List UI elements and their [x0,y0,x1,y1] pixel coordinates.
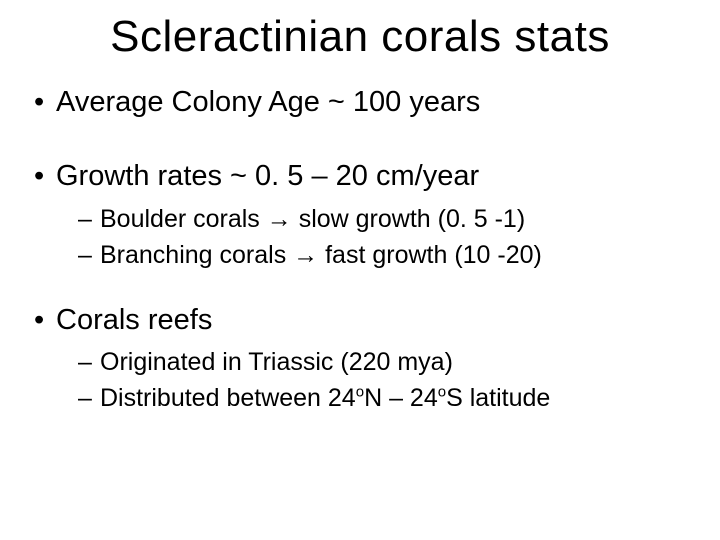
text-post: S latitude [446,384,550,412]
text-pre: Boulder corals [100,205,267,233]
subbullet-triassic: Originated in Triassic (220 mya) [34,346,686,379]
text-pre: Distributed between 24 [100,384,356,412]
arrow-icon: → [267,205,292,233]
bullet-colony-age: Average Colony Age ~ 100 years [34,84,686,120]
subbullet-boulder-corals: Boulder corals → slow growth (0. 5 -1) [34,203,686,236]
subbullet-distribution: Distributed between 24oN – 24oS latitude [34,382,686,415]
arrow-icon: → [293,241,318,269]
slide-title: Scleractinian corals stats [34,12,686,62]
bullet-growth-rates: Growth rates ~ 0. 5 – 20 cm/year [34,158,686,194]
subbullet-branching-corals: Branching corals → fast growth (10 -20) [34,239,686,272]
degree-icon: o [356,384,364,401]
text-pre: Branching corals [100,241,293,269]
degree-icon: o [438,384,446,401]
text-post: fast growth (10 -20) [318,241,542,269]
text-post: slow growth (0. 5 -1) [292,205,525,233]
text-mid: N – 24 [364,384,438,412]
bullet-coral-reefs: Corals reefs [34,302,686,338]
